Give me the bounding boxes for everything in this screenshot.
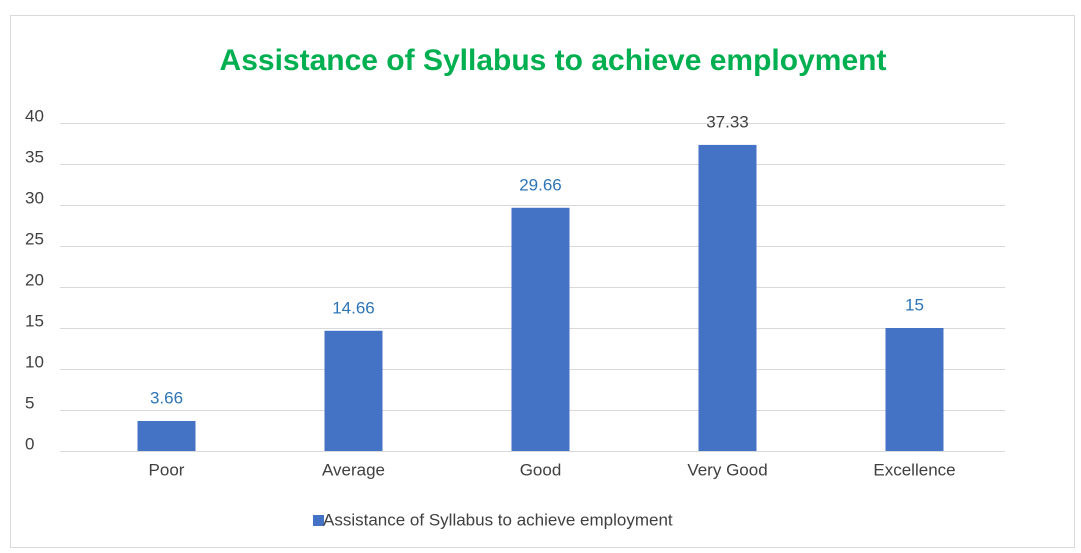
x-tick-label: Very Good: [687, 460, 767, 479]
data-label: 3.66: [150, 388, 183, 407]
bar: [885, 328, 944, 451]
x-tick-label: Average: [322, 460, 385, 479]
y-tick-label: 15: [25, 311, 44, 330]
y-tick-label: 30: [25, 188, 44, 207]
legend-label: Assistance of Syllabus to achieve employ…: [323, 510, 673, 529]
data-label: 15: [905, 295, 924, 314]
x-tick-label: Poor: [149, 460, 185, 479]
y-tick-label: 25: [25, 229, 44, 248]
x-tick-label: Excellence: [873, 460, 955, 479]
data-label: 37.33: [706, 112, 749, 131]
bar: [698, 144, 757, 452]
y-tick-label: 5: [25, 393, 34, 412]
y-tick-label: 40: [25, 106, 44, 125]
y-tick-label: 35: [25, 147, 44, 166]
y-tick-label: 0: [25, 434, 34, 453]
y-tick-label: 20: [25, 270, 44, 289]
legend-swatch: [313, 515, 324, 526]
y-tick-label: 10: [25, 352, 44, 371]
data-label: 14.66: [332, 298, 375, 317]
bar: [511, 207, 570, 451]
data-label: 29.66: [519, 175, 562, 194]
x-tick-label: Good: [520, 460, 562, 479]
bar: [137, 420, 196, 451]
bar: [324, 330, 383, 451]
chart-title: Assistance of Syllabus to achieve employ…: [220, 44, 887, 77]
